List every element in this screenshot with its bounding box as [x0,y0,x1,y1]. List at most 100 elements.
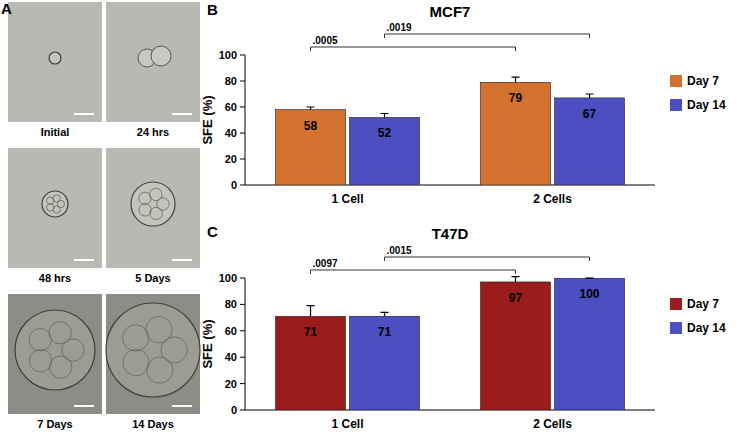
cell-outline [122,325,148,351]
micrograph [8,294,102,414]
x-tick-label: 1 Cell [331,417,363,431]
spheroid [49,52,61,64]
error-bar [381,114,389,118]
spheroid [15,310,95,390]
legend-swatch [670,75,682,87]
legend-label: Day 7 [687,74,719,88]
cell-outline [146,317,172,343]
caption: 24 hrs [137,126,169,138]
caption: 5 Days [135,272,170,284]
y-tick-label: 80 [225,75,237,87]
y-tick-label: 0 [231,179,237,191]
scale-bar [172,113,192,115]
bar [276,316,346,410]
micrograph [106,2,200,122]
significance-bracket [385,257,590,261]
cell-outline [49,356,71,378]
y-axis-label: SFE (%) [200,319,215,368]
micrograph [106,294,200,414]
data-label: 71 [378,325,392,339]
cell-outline [150,188,162,200]
significance-bracket [385,34,590,38]
panel-label: A [1,0,12,17]
data-label: 67 [583,107,597,121]
scale-bar [74,405,94,407]
y-axis-label: SFE (%) [200,95,215,144]
y-axis [245,55,246,185]
scale-bar [172,259,192,261]
spheroid [131,182,175,226]
caption: 48 hrs [39,272,71,284]
caption: 7 Days [37,418,72,430]
p-value: .0005 [313,35,338,46]
error-bar [307,107,315,110]
chart-panel: BMCF7SFE (%)0204060801001 Cell2 Cells587… [200,1,726,206]
y-tick-label: 80 [225,298,237,310]
y-tick [240,55,245,56]
cell-outline [139,204,151,216]
legend-swatch [670,298,682,310]
data-label: 71 [304,325,318,339]
y-tick [240,278,245,279]
x-tick-label: 1 Cell [331,192,363,206]
bar [350,316,420,410]
cell-outline [29,350,51,372]
data-label: 52 [378,126,392,140]
y-tick [240,357,245,358]
p-value: .0015 [387,245,412,256]
y-tick-label: 0 [231,404,237,416]
bar [481,282,551,410]
p-value: .0019 [387,22,412,33]
bar-labels: 58 79 52 67 [304,91,597,140]
y-tick-label: 100 [219,272,237,284]
spheroid [106,303,200,397]
y-tick-label: 20 [225,378,237,390]
cell-outline [161,337,187,363]
caption: 14 Days [132,418,174,430]
figure: Initial 24 hrs 48 hrs 5 Days 7 Days 14 Days A B… [0,0,750,438]
panel-label: B [207,1,218,18]
x-tick-label: 2 Cells [533,192,572,206]
data-label: 58 [304,119,318,133]
bar [350,117,420,185]
error-bar [381,312,389,316]
chart-title: MCF7 [430,3,471,20]
cell-outline [53,195,60,202]
chart-title: T47D [432,225,469,242]
cell [151,46,171,66]
caption: Initial [41,126,70,138]
error-bar [307,306,315,317]
bar [555,98,625,185]
cell-outline [139,192,151,204]
error-bar [586,94,594,98]
significance-bracket [311,47,516,51]
y-axis [245,278,246,410]
significance-bracket [311,270,516,274]
cell-outline [47,204,54,211]
spheroid [42,191,68,217]
micrograph [8,148,102,268]
panel-label: C [207,223,218,240]
bar [555,278,625,410]
y-tick [240,410,245,411]
y-tick-label: 60 [225,325,237,337]
legend-swatch [670,99,682,111]
chart-panel: CT47DSFE (%)0204060801001 Cell2 Cells719… [200,223,726,431]
legend-swatch [670,322,682,334]
y-tick [240,383,245,384]
y-tick-label: 60 [225,101,237,113]
y-tick-label: 40 [225,127,237,139]
data-label: 100 [579,287,599,301]
error-bar [512,277,520,282]
micrograph [8,2,102,122]
y-tick-label: 100 [219,49,237,61]
cell-outline [49,322,71,344]
data-label: 79 [509,91,523,105]
micrograph [106,148,200,268]
bar [481,82,551,185]
cell-outline [123,349,149,375]
y-tick [240,107,245,108]
y-tick [240,304,245,305]
y-tick [240,159,245,160]
data-label: 97 [509,291,523,305]
